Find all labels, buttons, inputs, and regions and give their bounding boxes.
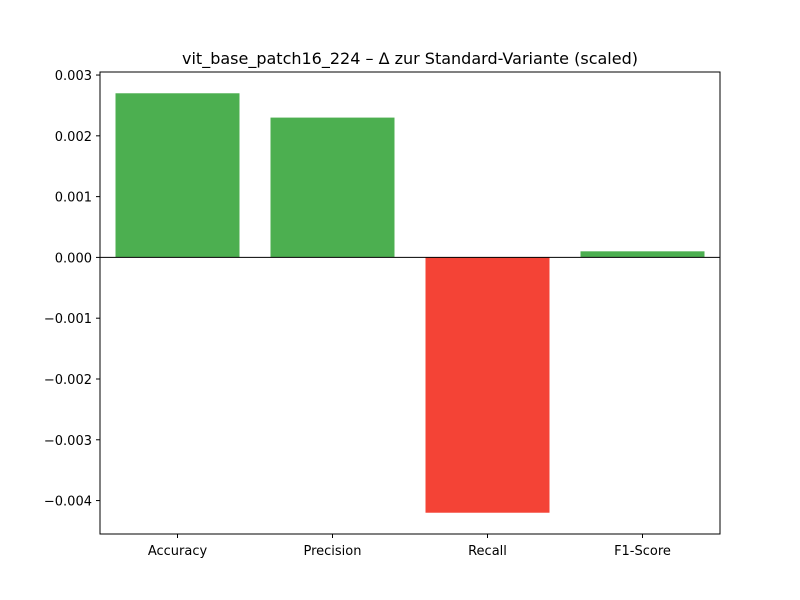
x-axis: Accuracy Precision Recall F1-Score xyxy=(148,534,671,559)
y-tick-label: 0.003 xyxy=(55,69,92,84)
y-tick-label: 0.002 xyxy=(55,130,92,145)
bar-f1-score xyxy=(580,251,705,258)
bar-precision xyxy=(270,117,395,258)
plot-frame xyxy=(99,71,721,535)
y-axis: 0.003 0.002 0.001 0.000 −0.001 −0.002 −0.003 −0… xyxy=(44,69,100,510)
y-tick-label: 0.000 xyxy=(55,251,92,266)
chart-title: vit_base_patch16_224 – Δ zur Standard-Va… xyxy=(182,49,638,69)
bars-group xyxy=(115,93,705,513)
y-tick-label: −0.004 xyxy=(44,495,92,510)
y-tick-label: −0.001 xyxy=(44,312,92,327)
y-tick-label: −0.002 xyxy=(44,373,92,388)
x-tick-label: Accuracy xyxy=(148,544,208,559)
bar-accuracy xyxy=(115,93,240,258)
x-tick-label: F1-Score xyxy=(614,544,671,559)
x-tick-label: Precision xyxy=(303,544,361,559)
y-tick-label: −0.003 xyxy=(44,434,92,449)
y-tick-label: 0.001 xyxy=(55,191,92,206)
bar-recall xyxy=(425,257,550,513)
x-tick-label: Recall xyxy=(468,544,507,559)
